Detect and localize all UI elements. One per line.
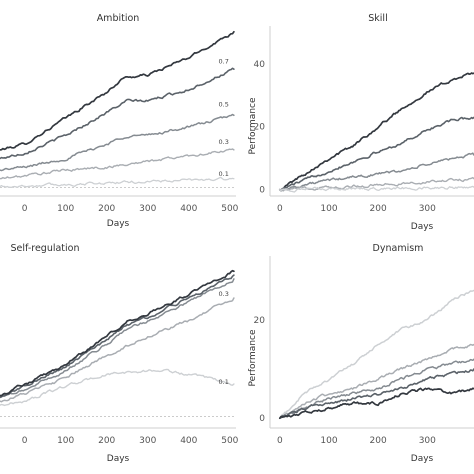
x-tick-label: 500 [221, 436, 238, 446]
x-tick-label: 200 [98, 204, 115, 214]
x-axis-label: Days [107, 454, 130, 464]
x-axis-label: Days [107, 219, 130, 229]
series-line [0, 148, 235, 180]
panel-skill: Skill Days Performance 0 100 200 300 0 20 40 [248, 13, 474, 232]
series-line [279, 185, 474, 193]
series-line [279, 116, 474, 191]
x-tick-label: 200 [98, 436, 115, 446]
x-tick-label: 400 [180, 436, 197, 446]
x-tick-label: 300 [139, 436, 156, 446]
series-line [279, 368, 474, 419]
panel-title: Self-regulation [10, 243, 79, 254]
series-line [0, 297, 235, 403]
y-tick-label: 40 [254, 60, 266, 70]
x-tick-label: 0 [22, 436, 28, 446]
series-line [278, 387, 474, 420]
x-tick-label: 300 [419, 204, 436, 214]
panel-title: Ambition [97, 13, 140, 24]
series-line [279, 343, 474, 419]
series-annotation: 0.5 [219, 101, 229, 109]
series-annotation: 0.7 [219, 57, 229, 65]
x-tick-label: 100 [320, 436, 337, 446]
panel-title: Dynamism [373, 243, 424, 254]
y-tick-label: 20 [254, 123, 266, 133]
series-line [0, 176, 235, 188]
series-line [0, 30, 235, 151]
series-line [279, 176, 474, 192]
series-line [279, 152, 474, 191]
panel-dynamism: Dynamism Days Performance 0 100 200 300 0 20 [248, 243, 474, 464]
panel-ambition: Ambition Days 0 100 200 300 400 500 0.7 0.5 0.3 0… [0, 13, 239, 229]
series-line [279, 358, 474, 419]
series-line [0, 368, 235, 407]
series-annotation: 0.3 [219, 138, 229, 146]
y-tick-label: 0 [259, 414, 265, 424]
series-line [278, 72, 474, 192]
series-line [0, 67, 235, 160]
x-tick-label: 400 [180, 204, 197, 214]
x-tick-label: 0 [277, 204, 283, 214]
x-tick-label: 100 [57, 436, 74, 446]
y-tick-label: 0 [259, 186, 265, 196]
x-tick-label: 300 [419, 436, 436, 446]
y-axis-label: Performance [248, 97, 258, 154]
series-annotation: 0.1 [219, 170, 229, 178]
y-tick-label: 20 [254, 316, 266, 326]
x-tick-label: 300 [139, 204, 156, 214]
series-line [0, 269, 235, 397]
x-tick-label: 0 [22, 204, 28, 214]
x-tick-label: 500 [221, 204, 238, 214]
x-tick-label: 200 [370, 204, 387, 214]
x-axis-label: Days [411, 454, 434, 464]
panel-self-regulation: Self-regulation Days 0 100 200 300 400 500 0.3… [0, 243, 239, 464]
y-axis-label: Performance [248, 329, 258, 386]
series-annotation: 0.3 [219, 290, 229, 298]
x-tick-label: 100 [320, 204, 337, 214]
x-tick-label: 200 [370, 436, 387, 446]
x-tick-label: 100 [57, 204, 74, 214]
panel-title: Skill [368, 13, 387, 24]
series-line [0, 278, 235, 399]
series-line [0, 113, 235, 172]
series-line [279, 289, 474, 419]
series-annotation: 0.1 [219, 378, 229, 386]
x-axis-label: Days [411, 222, 434, 232]
x-tick-label: 0 [277, 436, 283, 446]
